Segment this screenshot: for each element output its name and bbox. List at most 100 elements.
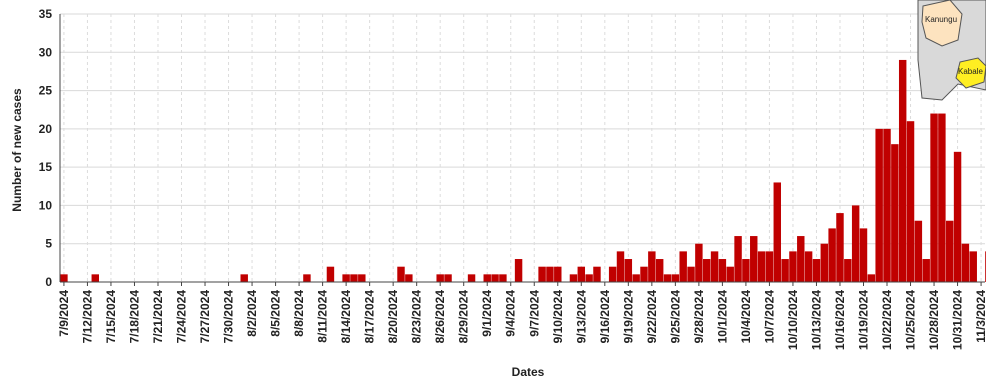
y-tick-label: 30: [39, 45, 53, 59]
bar: [491, 274, 499, 282]
x-tick-label: 9/4/2024: [504, 290, 518, 337]
bar: [687, 266, 695, 282]
x-tick-label: 9/7/2024: [527, 290, 541, 337]
x-tick-label: 7/27/2024: [198, 290, 212, 344]
bar: [726, 266, 734, 282]
x-tick-label: 10/19/2024: [856, 290, 870, 350]
bar: [303, 274, 311, 282]
kanungu-region: [921, 0, 963, 47]
bar: [397, 266, 405, 282]
y-tick-label: 5: [45, 237, 52, 251]
bar: [616, 251, 625, 282]
x-tick-label: 7/12/2024: [80, 290, 94, 344]
bar: [632, 274, 640, 282]
bar: [671, 274, 680, 282]
bar: [585, 274, 593, 282]
bar: [773, 182, 781, 282]
bar: [499, 274, 507, 282]
x-tick-label: 8/20/2024: [386, 290, 400, 344]
bar: [789, 251, 797, 282]
y-tick-label: 15: [39, 160, 53, 174]
x-tick-label: 7/30/2024: [222, 290, 236, 344]
x-tick-label: 10/31/2024: [951, 290, 965, 350]
bar: [859, 228, 868, 282]
x-tick-label: 8/5/2024: [269, 290, 283, 337]
map-inset: Kanungu Kabale: [917, 0, 986, 101]
x-tick-label: 10/13/2024: [809, 290, 823, 350]
x-tick-label: 8/14/2024: [339, 290, 353, 344]
x-tick-label: 7/9/2024: [57, 290, 71, 337]
bar: [891, 144, 899, 282]
x-tick-label: 9/16/2024: [598, 290, 612, 344]
x-tick-label: 9/1/2024: [480, 290, 494, 337]
x-tick-label: 7/15/2024: [104, 290, 118, 344]
x-tick-label: 9/13/2024: [574, 290, 588, 344]
bar: [828, 228, 836, 282]
bar: [844, 259, 852, 282]
bar: [883, 128, 891, 282]
bar: [240, 274, 248, 282]
x-tick-label: 8/2/2024: [245, 290, 259, 337]
x-tick-label: 10/10/2024: [786, 290, 800, 350]
bar: [820, 243, 829, 282]
bar: [750, 236, 758, 282]
bar: [851, 205, 860, 282]
bar: [679, 251, 687, 282]
bar: [695, 243, 703, 282]
x-tick-label: 8/17/2024: [363, 290, 377, 344]
bar: [514, 259, 523, 282]
bar: [342, 274, 350, 282]
y-tick-label: 0: [45, 275, 52, 289]
bar: [946, 220, 954, 282]
x-tick-label: 9/28/2024: [692, 290, 706, 344]
x-tick-label: 7/18/2024: [127, 290, 141, 344]
kabale-label: Kabale: [958, 67, 983, 76]
bar: [898, 59, 907, 282]
x-tick-label: 10/25/2024: [904, 290, 918, 350]
x-tick-label: 8/29/2024: [457, 290, 471, 344]
y-axis-title: Number of new cases: [10, 88, 24, 212]
bar: [804, 251, 813, 282]
bar: [710, 251, 719, 282]
x-tick-label: 10/22/2024: [880, 290, 894, 350]
bar: [538, 266, 546, 282]
x-tick-label: 7/24/2024: [175, 290, 189, 344]
bar: [765, 251, 774, 282]
y-tick-label: 10: [39, 198, 53, 212]
y-tick-label: 35: [39, 7, 53, 21]
bar: [577, 266, 586, 282]
x-tick-label: 10/28/2024: [927, 290, 941, 350]
x-tick-label: 9/25/2024: [668, 290, 682, 344]
bar: [953, 151, 962, 282]
bar: [757, 251, 766, 282]
bar: [593, 266, 601, 282]
bar: [648, 251, 656, 282]
bar: [546, 266, 554, 282]
x-tick-label: 8/26/2024: [433, 290, 447, 344]
x-tick-label: 11/3/2024: [974, 290, 986, 343]
x-tick-label: 9/10/2024: [551, 290, 565, 344]
x-tick-label: 10/1/2024: [715, 290, 729, 344]
bar: [718, 259, 727, 282]
bar: [922, 259, 930, 282]
x-tick-label: 8/23/2024: [410, 290, 424, 344]
bar: [663, 274, 672, 282]
bar: [914, 220, 923, 282]
x-tick-label: 10/4/2024: [739, 290, 753, 344]
x-tick-labels: 7/9/2024 7/12/2024 7/15/2024 7/18/2024 7/21/…: [57, 282, 986, 350]
bar: [436, 274, 444, 282]
axes: [59, 14, 985, 283]
y-tick-label: 20: [39, 122, 53, 136]
y-tick-labels: 0 5 10 15 20 25 30 35: [39, 7, 53, 289]
bar: [703, 259, 711, 282]
bar: [867, 274, 876, 282]
bar: [467, 274, 476, 282]
bar: [640, 266, 648, 282]
x-tick-label: 7/21/2024: [151, 290, 165, 344]
bar: [60, 274, 68, 282]
x-tick-label: 8/8/2024: [292, 290, 306, 337]
bar: [444, 274, 452, 282]
bar: [781, 259, 789, 282]
